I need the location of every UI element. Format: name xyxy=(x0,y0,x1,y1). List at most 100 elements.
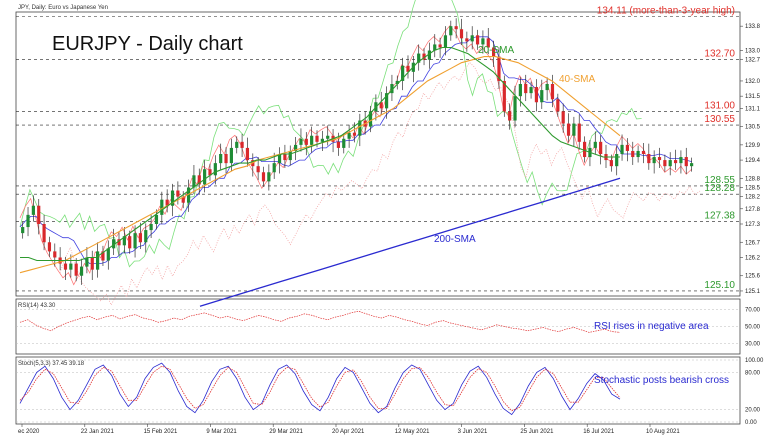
candle-body xyxy=(112,239,116,249)
candle-body xyxy=(320,138,324,142)
y-tick-label: 126.2 xyxy=(745,255,761,261)
candles xyxy=(21,18,694,285)
candle-body xyxy=(625,144,630,151)
level-label: 128.28 xyxy=(704,183,735,194)
candle-body xyxy=(256,166,260,173)
level-label: 131.00 xyxy=(704,100,735,111)
candle-body xyxy=(170,190,175,206)
candle-body xyxy=(277,154,282,164)
candle-body xyxy=(90,257,94,270)
candle-body xyxy=(213,163,217,176)
rsi-label: RSI(14) 43.30 xyxy=(18,303,56,309)
candle-body xyxy=(299,138,303,145)
stoch-d-line xyxy=(19,365,621,412)
candle-body xyxy=(433,44,437,51)
candle-body xyxy=(518,84,522,97)
candle-body xyxy=(668,160,672,167)
candle-body xyxy=(657,157,662,161)
candle-body xyxy=(679,157,683,164)
level-label: 132.70 xyxy=(704,49,735,60)
candle-body xyxy=(42,224,46,243)
y-tick-label: 128.8 xyxy=(745,176,761,182)
candle-body xyxy=(203,169,207,185)
candle-body xyxy=(74,263,78,276)
x-tick-label: 29 Mar 2021 xyxy=(269,429,303,435)
candle-body xyxy=(176,190,180,197)
candle-body xyxy=(63,263,68,270)
candle-body xyxy=(192,175,196,188)
candle-body xyxy=(352,132,357,136)
y-tick-label: 132.7 xyxy=(745,58,761,64)
y-tick-label: 131.1 xyxy=(745,106,761,112)
candle-body xyxy=(582,141,587,158)
y-tick-label: 128.5 xyxy=(745,185,761,191)
candle-body xyxy=(395,80,399,84)
candle-body xyxy=(31,205,35,215)
x-tick-label: 25 Jun 2021 xyxy=(520,429,554,435)
candle-body xyxy=(294,144,298,151)
stoch-tick-label: 20.00 xyxy=(745,408,761,414)
candle-body xyxy=(149,224,153,231)
tenkan-line xyxy=(19,25,692,286)
candle-body xyxy=(641,150,646,154)
level-label: 128.55 xyxy=(704,175,735,186)
candle-body xyxy=(561,111,565,124)
candle-body xyxy=(128,236,132,249)
candle-body xyxy=(449,26,453,36)
rsi-note: RSI rises in negative area xyxy=(594,321,709,332)
x-tick-label: 16 Jul 2021 xyxy=(583,429,615,435)
candle-body xyxy=(390,84,394,94)
candle-body xyxy=(577,123,581,142)
candle-body xyxy=(358,120,362,136)
x-tick-label: 9 Mar 2021 xyxy=(206,429,237,435)
y-tick-label: 129.9 xyxy=(745,143,761,149)
stoch-panel-frame xyxy=(15,356,741,425)
candle-body xyxy=(470,35,474,42)
stoch-note: Stochastic posts bearish cross xyxy=(594,375,729,386)
level-label: 134.11 (more-than-3-year high) xyxy=(597,6,735,17)
candle-body xyxy=(53,251,57,258)
candle-body xyxy=(181,196,185,203)
y-tick-label: 132.0 xyxy=(745,79,761,85)
candle-body xyxy=(79,266,84,276)
y-tick-label: 133.0 xyxy=(745,49,761,55)
candle-body xyxy=(95,251,100,270)
candle-body xyxy=(122,236,126,246)
candle-body xyxy=(508,111,512,121)
candle-body xyxy=(684,157,688,167)
x-tick-label: 3 Jun 2021 xyxy=(458,429,488,435)
y-tick-label: 128.2 xyxy=(745,195,761,201)
candle-body xyxy=(417,53,421,63)
candle-body xyxy=(219,154,223,164)
candle-body xyxy=(663,160,667,167)
candle-body xyxy=(106,248,110,261)
sma20-line xyxy=(20,46,620,262)
rsi-tick-label: 50.00 xyxy=(745,325,761,331)
candle-body xyxy=(368,111,373,127)
candle-body xyxy=(459,29,464,39)
candle-body xyxy=(690,163,694,167)
sma200-label: 200-SMA xyxy=(434,234,476,245)
rsi-panel: RSI(14) 43.30 70.00 50.00 30.00 RSI rises in… xyxy=(16,303,761,348)
candle-body xyxy=(21,227,25,234)
candle-body xyxy=(438,44,442,48)
candle-body xyxy=(379,102,383,109)
candle-body xyxy=(572,123,576,136)
y-tick-label: 125.1 xyxy=(745,289,761,295)
x-tick-label: 20 Apr 2021 xyxy=(332,429,365,435)
candle-body xyxy=(465,38,469,42)
candle-body xyxy=(261,172,266,182)
y-axis-ticks: 133.8 133.0 132.7 132.0 131.5 131.1 130.5 129.9… xyxy=(740,24,761,295)
sma20-label: 20-SMA xyxy=(478,45,514,56)
candle-body xyxy=(481,38,485,45)
candle-body xyxy=(534,87,539,103)
candle-body xyxy=(144,230,148,243)
candle-body xyxy=(283,154,287,161)
candle-body xyxy=(631,150,635,158)
y-tick-label: 133.8 xyxy=(745,24,761,30)
level-label: 130.55 xyxy=(704,114,735,125)
candle-body xyxy=(186,187,191,203)
candle-body xyxy=(224,154,228,164)
x-tick-label: 10 Aug 2021 xyxy=(646,429,680,435)
chart-info-label: JPY, Daily: Euro vs Japanese Yen xyxy=(18,5,108,11)
